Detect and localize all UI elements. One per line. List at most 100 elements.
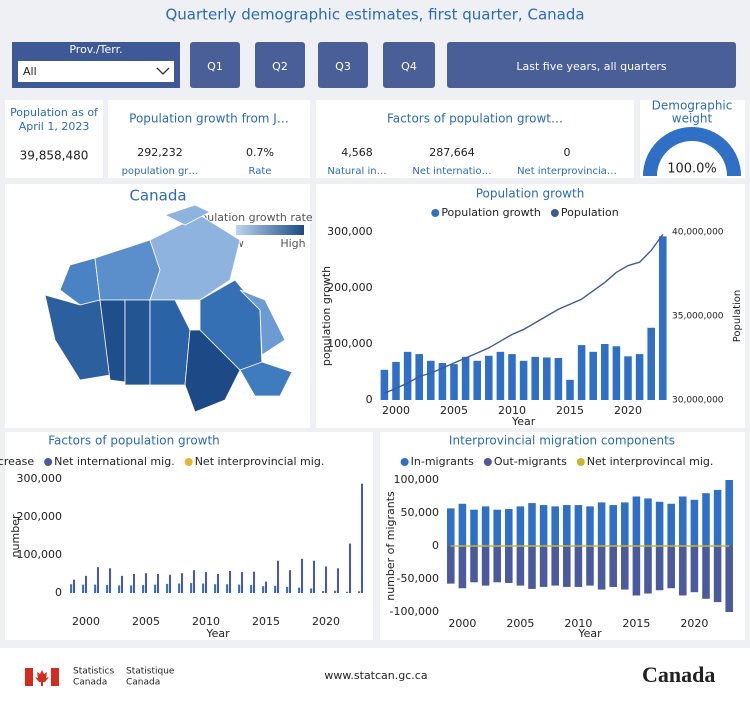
x-tick-label: 2015 [622,617,650,630]
button-label[interactable]: Q2 [272,60,288,73]
region[interactable] [239,361,293,397]
card-value: 292,232 [137,146,183,159]
button[interactable] [190,42,240,88]
bar [192,570,196,593]
bar [72,579,76,593]
dropdown-value: All [23,65,37,78]
page-title: Quarterly demographic estimates, first q… [165,6,584,24]
bar [531,356,539,400]
bar [551,546,559,586]
bar [713,546,722,603]
bar [334,590,337,593]
bar [624,356,632,400]
slicer[interactable]: Prov./Terr. All [12,42,180,88]
x-tick-label: 2015 [252,615,280,628]
bar [493,509,501,546]
card-value: 39,858,480 [20,149,89,163]
bar [566,379,574,400]
y-tick-label: 0 [432,539,439,552]
bar [94,584,97,593]
legend-label: Net international mig. [54,455,175,468]
url[interactable]: www.statcan.gc.ca [324,669,427,682]
button-label[interactable]: Last five years, all quarters [516,60,667,73]
bar [496,351,505,400]
region[interactable] [239,289,286,356]
button[interactable] [255,42,305,88]
bar [461,356,470,400]
bar [262,586,265,593]
bar [252,571,256,593]
legend-label: In-migrants [411,455,474,468]
footer [0,648,750,705]
bar [264,581,268,593]
button[interactable] [318,42,368,88]
bar [679,546,687,596]
bar [702,546,710,599]
button[interactable] [447,42,736,88]
bar [106,585,109,593]
x-tick-label: 2005 [440,404,468,417]
x-axis-label: Year [577,627,602,640]
bar [360,483,364,593]
y-axis-label: population growth [320,266,333,366]
bar [659,236,667,400]
bar [300,558,304,593]
bar [655,501,664,546]
bar [609,546,617,587]
bar [118,585,121,593]
region[interactable] [124,299,151,386]
bar [70,584,73,593]
bar [577,345,586,400]
bar [120,575,124,593]
region[interactable] [149,214,241,301]
agency-fr: Canada [126,678,160,688]
legend: In-migrants Out-migrants Net interprovinca… [400,455,713,468]
bar [204,572,208,593]
bar [481,506,490,546]
bar [586,506,594,546]
x-tick-label: 2000 [382,404,410,417]
maple-leaf [35,670,49,686]
bar [142,585,145,593]
bar [667,546,675,589]
button-label[interactable]: Q3 [335,60,351,73]
button-label[interactable]: Q1 [207,60,223,73]
bar [528,503,536,546]
legend-label: Net interprovincial mig. [195,455,325,468]
slicer-label: Prov./Terr. [69,43,122,56]
wordmark: Canada [642,662,715,687]
bar [539,546,548,587]
bar [286,586,289,593]
bar [473,360,481,400]
region[interactable] [163,204,211,226]
bar [166,583,169,593]
chart-title: Factors of population growth [48,434,220,448]
bar [438,363,447,400]
bar [168,574,172,593]
legend-gradient [236,225,304,235]
agency-en: Canada [73,678,107,688]
y-tick-label: 100,000 [394,473,440,486]
bar [519,360,528,400]
y-tick-label: 0 [55,586,62,599]
y2-axis-label: Population [732,290,743,343]
card-value: 0 [564,146,571,159]
bar [505,546,513,583]
bar [612,346,621,400]
bar [238,584,241,593]
x-tick-label: 2005 [506,617,534,630]
button[interactable] [383,42,435,88]
legend-marker [576,458,585,466]
bar [216,574,220,593]
card [5,100,103,178]
legend-label: Population growth [441,206,541,219]
bar [156,574,160,593]
bar [132,574,136,593]
gauge-arc [643,127,741,177]
button-label[interactable]: Q4 [401,60,417,73]
y-tick-label: -100,000 [390,605,439,618]
bar [82,584,85,593]
card [316,100,634,178]
line [384,233,664,394]
dropdown[interactable] [18,61,174,82]
